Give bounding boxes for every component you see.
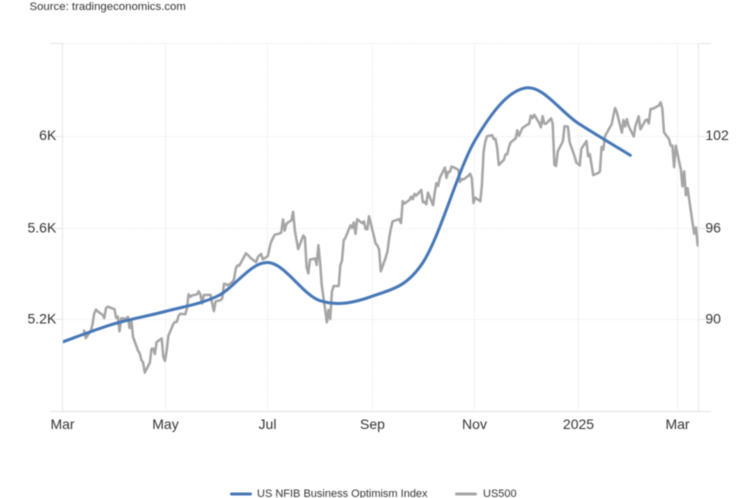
svg-text:Mar: Mar xyxy=(665,416,689,432)
svg-text:5.2K: 5.2K xyxy=(27,310,56,326)
svg-text:5.6K: 5.6K xyxy=(27,219,56,235)
svg-text:102: 102 xyxy=(705,127,729,143)
svg-text:90: 90 xyxy=(705,310,721,326)
svg-text:6K: 6K xyxy=(39,127,57,143)
svg-text:Mar: Mar xyxy=(50,416,74,432)
svg-text:96: 96 xyxy=(705,219,721,235)
svg-text:Source: tradingeconomics.com: Source: tradingeconomics.com xyxy=(30,1,186,13)
svg-text:US500: US500 xyxy=(483,488,517,498)
svg-text:Sep: Sep xyxy=(360,416,385,432)
svg-text:US NFIB Business Optimism Inde: US NFIB Business Optimism Index xyxy=(257,488,428,498)
svg-text:Nov: Nov xyxy=(462,416,487,432)
svg-text:May: May xyxy=(152,416,178,432)
svg-text:Jul: Jul xyxy=(259,416,277,432)
svg-text:2025: 2025 xyxy=(563,416,594,432)
